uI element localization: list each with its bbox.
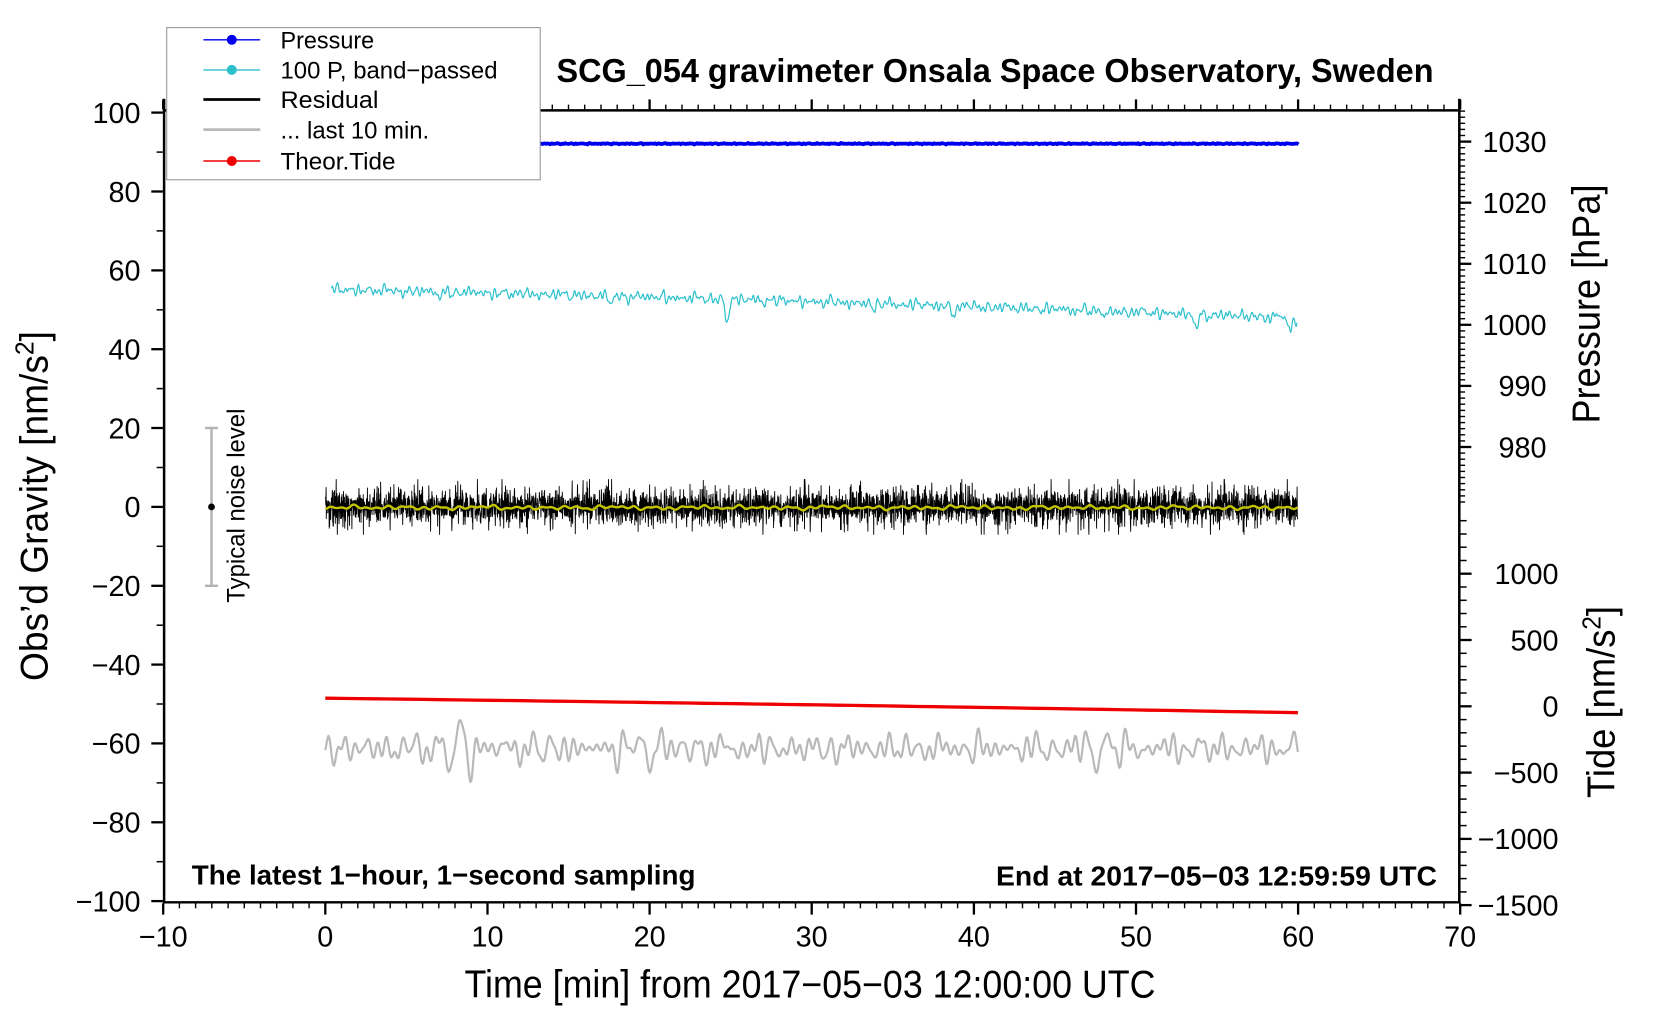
- svg-text:SCG_054 gravimeter Onsala Spac: SCG_054 gravimeter Onsala Space Observat…: [557, 53, 1434, 90]
- svg-text:Pressure [hPa]: Pressure [hPa]: [1566, 185, 1609, 424]
- svg-text:−60: −60: [92, 729, 141, 761]
- svg-text:Residual: Residual: [281, 87, 379, 114]
- svg-text:1000: 1000: [1482, 310, 1546, 342]
- svg-text:0: 0: [1542, 692, 1558, 724]
- svg-text:0: 0: [124, 492, 140, 524]
- svg-text:10: 10: [471, 921, 503, 953]
- svg-text:−10: −10: [139, 921, 188, 953]
- svg-text:−20: −20: [92, 571, 141, 603]
- svg-text:Typical noise level: Typical noise level: [223, 409, 251, 603]
- svg-text:1030: 1030: [1482, 127, 1546, 159]
- svg-text:60: 60: [1282, 921, 1314, 953]
- svg-text:Theor.Tide: Theor.Tide: [281, 149, 396, 176]
- svg-text:1010: 1010: [1482, 249, 1546, 281]
- svg-text:100 P, band−passed: 100 P, band−passed: [281, 58, 498, 85]
- svg-text:1020: 1020: [1482, 188, 1546, 220]
- svg-text:The latest 1−hour, 1−second sa: The latest 1−hour, 1−second sampling: [192, 860, 696, 891]
- svg-text:−1500: −1500: [1478, 890, 1559, 922]
- svg-text:−80: −80: [92, 808, 141, 840]
- svg-text:50: 50: [1120, 921, 1152, 953]
- svg-text:... last 10 min.: ... last 10 min.: [281, 117, 430, 144]
- svg-text:80: 80: [108, 177, 140, 209]
- svg-text:Pressure: Pressure: [281, 28, 375, 55]
- svg-text:−1000: −1000: [1478, 824, 1559, 856]
- svg-text:40: 40: [958, 921, 990, 953]
- svg-text:0: 0: [317, 921, 333, 953]
- svg-text:60: 60: [108, 256, 140, 288]
- svg-text:Tide [nm/s2]: Tide [nm/s2]: [1577, 606, 1624, 798]
- svg-text:30: 30: [796, 921, 828, 953]
- svg-text:990: 990: [1498, 371, 1546, 403]
- svg-text:40: 40: [108, 335, 140, 367]
- svg-text:−100: −100: [76, 886, 141, 918]
- svg-text:980: 980: [1498, 432, 1546, 464]
- svg-text:20: 20: [634, 921, 666, 953]
- svg-text:1000: 1000: [1494, 559, 1558, 591]
- svg-text:End at 2017−05−03 12:59:59 UTC: End at 2017−05−03 12:59:59 UTC: [996, 861, 1437, 892]
- svg-text:100: 100: [92, 98, 140, 130]
- svg-text:−40: −40: [92, 650, 141, 682]
- svg-text:20: 20: [108, 413, 140, 445]
- svg-text:Obs’d Gravity [nm/s2]: Obs’d Gravity [nm/s2]: [10, 331, 57, 681]
- svg-text:−500: −500: [1494, 758, 1559, 790]
- svg-text:Time [min] from 2017−05−03 12:: Time [min] from 2017−05−03 12:00:00 UTC: [465, 964, 1156, 1007]
- svg-text:500: 500: [1510, 625, 1558, 657]
- svg-text:70: 70: [1444, 921, 1476, 953]
